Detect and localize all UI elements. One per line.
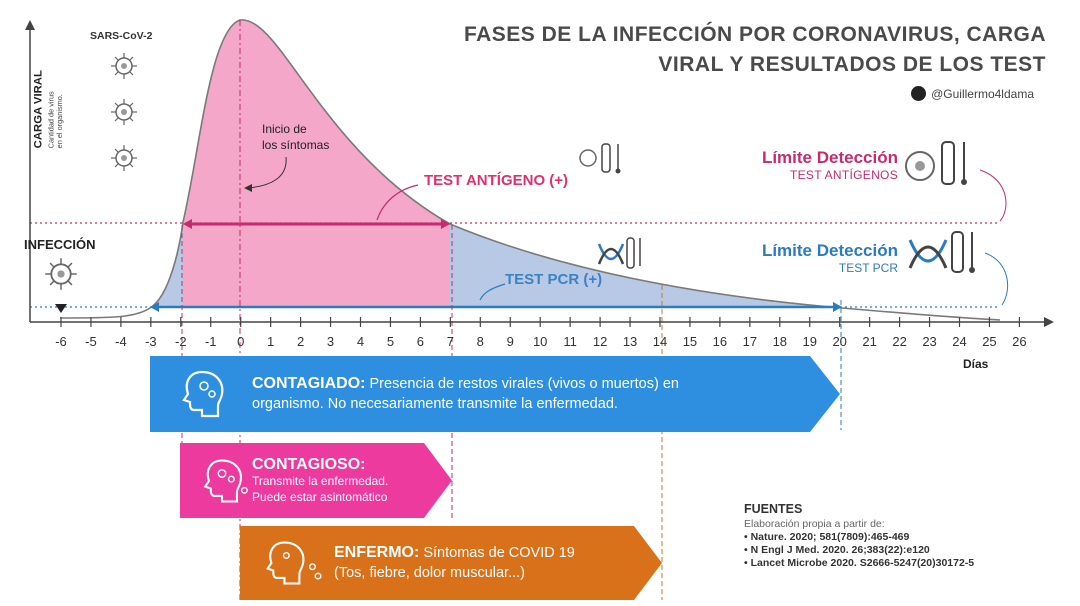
x-tick-label: 19	[803, 334, 817, 349]
head-cough-icon	[266, 541, 322, 585]
y-axis-subtitle-1: Cantidad de virus	[46, 91, 55, 148]
antigen-positive-area	[183, 19, 450, 309]
x-tick-label: 9	[507, 334, 514, 349]
x-tick-label: 16	[713, 334, 727, 349]
x-tick-label: -1	[205, 334, 217, 349]
virus-test-icon	[905, 141, 967, 185]
x-tick-label: 4	[357, 334, 364, 349]
sources: FUENTES Elaboración propia a partir de: …	[744, 502, 975, 570]
twitter-handle: @Guillermo4ldama	[911, 86, 1034, 101]
virus-label: SARS-CoV-2	[90, 30, 153, 42]
y-axis-label: CARGA VIRAL Cantidad de virus en el orga…	[32, 70, 64, 148]
pcr-positive-area-tail	[450, 224, 842, 308]
infection-label: INFECCIÓN	[24, 237, 96, 252]
x-tick-label: 3	[327, 334, 334, 349]
x-tick-label: -4	[115, 334, 127, 349]
x-tick-label: 24	[952, 334, 966, 349]
virus-icon	[45, 258, 77, 290]
x-tick-label: 26	[1012, 334, 1026, 349]
x-tick-label: 10	[533, 334, 547, 349]
x-tick-label: 11	[563, 334, 577, 349]
contagiado-band: CONTAGIADO: Presencia de restos virales …	[150, 356, 840, 432]
x-tick-label: 6	[417, 334, 424, 349]
x-tick-label: 22	[892, 334, 906, 349]
x-tick-label: 13	[623, 334, 637, 349]
x-tick-label: 7	[447, 334, 454, 349]
x-tick-label: 18	[773, 334, 787, 349]
x-tick-label: 17	[743, 334, 757, 349]
x-tick-label: -2	[175, 334, 187, 349]
virus-icon	[111, 53, 137, 79]
x-tick-label: 20	[832, 334, 846, 349]
dna-test-icon	[908, 231, 975, 273]
virus-icon	[111, 99, 137, 125]
x-tick-label: 5	[387, 334, 394, 349]
enfermo-band: ENFERMO: Síntomas de COVID 19 (Tos, fiebr…	[240, 526, 662, 600]
x-tick-label: 14	[653, 334, 667, 349]
antigen-detection-limit: Límite Detección TEST ANTÍGENOS	[761, 148, 898, 182]
x-tick-label: -6	[55, 334, 67, 349]
x-axis-label: Días	[963, 357, 989, 371]
y-axis-title: CARGA VIRAL	[32, 70, 44, 148]
twitter-icon	[911, 86, 927, 101]
x-tick-label: -5	[85, 334, 97, 349]
x-tick-label: 15	[683, 334, 697, 349]
x-tick-label: 25	[982, 334, 996, 349]
antigen-test-icon	[579, 143, 621, 174]
x-tick-label: 21	[862, 334, 876, 349]
test-antigen-label: TEST ANTÍGENO (+)	[424, 172, 569, 189]
x-tick-label: 0	[237, 334, 244, 349]
page-title: FASES DE LA INFECCIÓN POR CORONAVIRUS, C…	[463, 23, 1046, 76]
x-tick-label: 8	[477, 334, 484, 349]
x-tick-label: -3	[145, 334, 157, 349]
head-virus-icon	[203, 458, 248, 503]
test-pcr-label: TEST PCR (+)	[505, 271, 603, 288]
contagioso-band: CONTAGIOSO: Transmite la enfermedad. Puede…	[180, 443, 452, 518]
infection-marker	[55, 304, 67, 313]
head-virus-icon	[182, 370, 224, 418]
pcr-positive-area	[150, 222, 183, 308]
virus-icon	[111, 145, 137, 171]
pcr-detection-limit: Límite Detección TEST PCR	[761, 241, 898, 275]
x-tick-label: 1	[267, 334, 274, 349]
x-tick-label: 12	[593, 334, 607, 349]
y-axis-subtitle-2: en el organismo.	[55, 94, 64, 148]
x-tick-label: 23	[922, 334, 936, 349]
dna-test-icon	[597, 237, 641, 269]
symptom-onset-label: Inicio de los síntomas	[262, 122, 330, 152]
x-tick-label: 2	[297, 334, 304, 349]
